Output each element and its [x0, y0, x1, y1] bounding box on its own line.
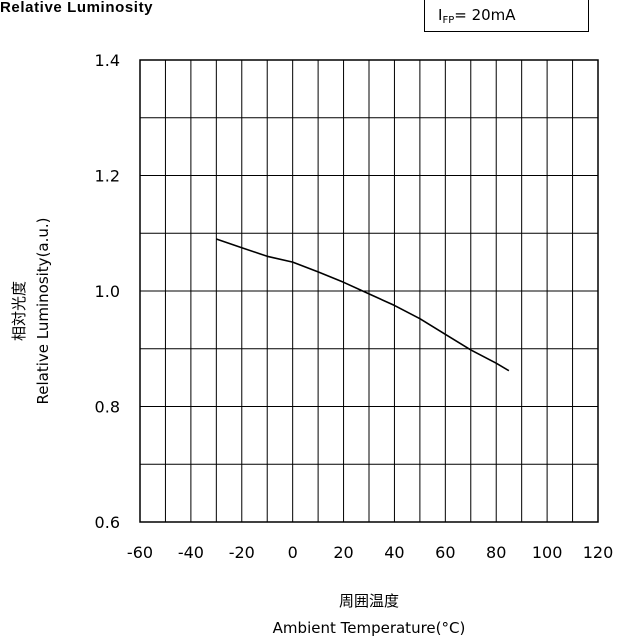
y-tick-label: 1.0 [95, 282, 120, 301]
y-tick-label: 0.8 [95, 398, 120, 417]
x-tick-label: 120 [583, 543, 614, 562]
y-tick-label: 1.4 [95, 51, 120, 70]
x-tick-label: 40 [384, 543, 404, 562]
y-tick-labels: 0.6 0.8 1.0 1.2 1.4 [95, 51, 120, 532]
x-tick-label: -60 [127, 543, 153, 562]
y-tick-label: 0.6 [95, 513, 120, 532]
x-tick-label: -20 [229, 543, 255, 562]
x-axis-label: Ambient Temperature(°C) [273, 619, 466, 637]
y-axis-label-cn: 相対光度 [10, 281, 28, 341]
chart-title: Relative Luminosity [0, 0, 154, 16]
x-tick-label: 80 [486, 543, 506, 562]
series [216, 238, 510, 372]
x-tick-labels: -60 -40 -20 0 20 40 60 80 100 120 [127, 543, 613, 562]
condition-label: IFP= 20mA [438, 6, 516, 26]
y-axis-label: Relative Luminosity(a.u.) [34, 217, 52, 404]
x-tick-label: -40 [178, 543, 204, 562]
x-axis-label-cn: 周囲温度 [339, 592, 399, 610]
plot-frame [139, 59, 599, 523]
condition-value: = 20mA [454, 6, 516, 24]
series-line [216, 238, 510, 372]
condition-symbol: I [438, 6, 443, 24]
y-tick-label: 1.2 [95, 167, 120, 186]
x-tick-label: 100 [532, 543, 563, 562]
plot-border [139, 59, 599, 523]
x-tick-label: 20 [333, 543, 353, 562]
grid [140, 60, 598, 522]
condition-subscript: FP [442, 15, 455, 26]
x-tick-label: 60 [435, 543, 455, 562]
x-tick-label: 0 [288, 543, 298, 562]
condition-box: IFP= 20mA [424, 0, 589, 32]
